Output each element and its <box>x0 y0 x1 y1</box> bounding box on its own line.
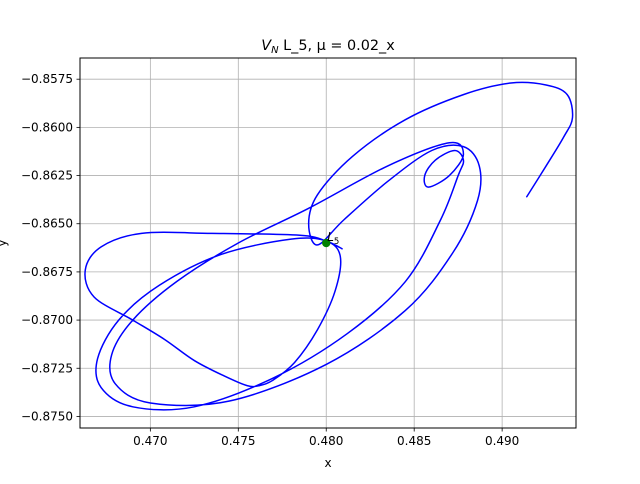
l5-point-label-subscript: 5 <box>334 237 339 247</box>
chart-title-main: V <box>261 38 272 54</box>
y-axis-ticks: −0.8575 −0.8600 −0.8625 −0.8650 −0.8675 −0.87… <box>21 72 80 423</box>
x-axis-ticks: 0.470 0.475 0.480 0.485 0.490 <box>133 428 519 448</box>
l5-point-marker <box>322 238 331 248</box>
point-layer: L5 <box>322 230 339 248</box>
x-tick-label: 0.475 <box>221 434 255 448</box>
chart-title-rest: L_5, μ = 0.02_x <box>279 38 396 54</box>
y-tick-label: −0.8575 <box>21 72 73 86</box>
x-tick-label: 0.490 <box>485 434 519 448</box>
x-tick-label: 0.485 <box>397 434 431 448</box>
y-tick-label: −0.8750 <box>21 409 73 423</box>
x-tick-label: 0.480 <box>309 434 343 448</box>
x-tick-label: 0.470 <box>133 434 167 448</box>
y-tick-label: −0.8625 <box>21 169 73 183</box>
x-axis-label: x <box>324 456 331 470</box>
chart-title-subscript: N <box>271 45 279 56</box>
l5-point-label-main: L <box>327 230 334 244</box>
chart-title: VN L_5, μ = 0.02_x <box>261 38 395 56</box>
y-tick-label: −0.8725 <box>21 361 73 375</box>
y-tick-label: −0.8600 <box>21 120 73 134</box>
y-tick-label: −0.8700 <box>21 313 73 327</box>
l5-point-label: L5 <box>327 230 339 247</box>
y-tick-label: −0.8650 <box>21 217 73 231</box>
y-tick-label: −0.8675 <box>21 265 73 279</box>
grid <box>80 58 576 428</box>
y-axis-label: y <box>0 239 9 246</box>
plot-frame <box>79 57 577 429</box>
